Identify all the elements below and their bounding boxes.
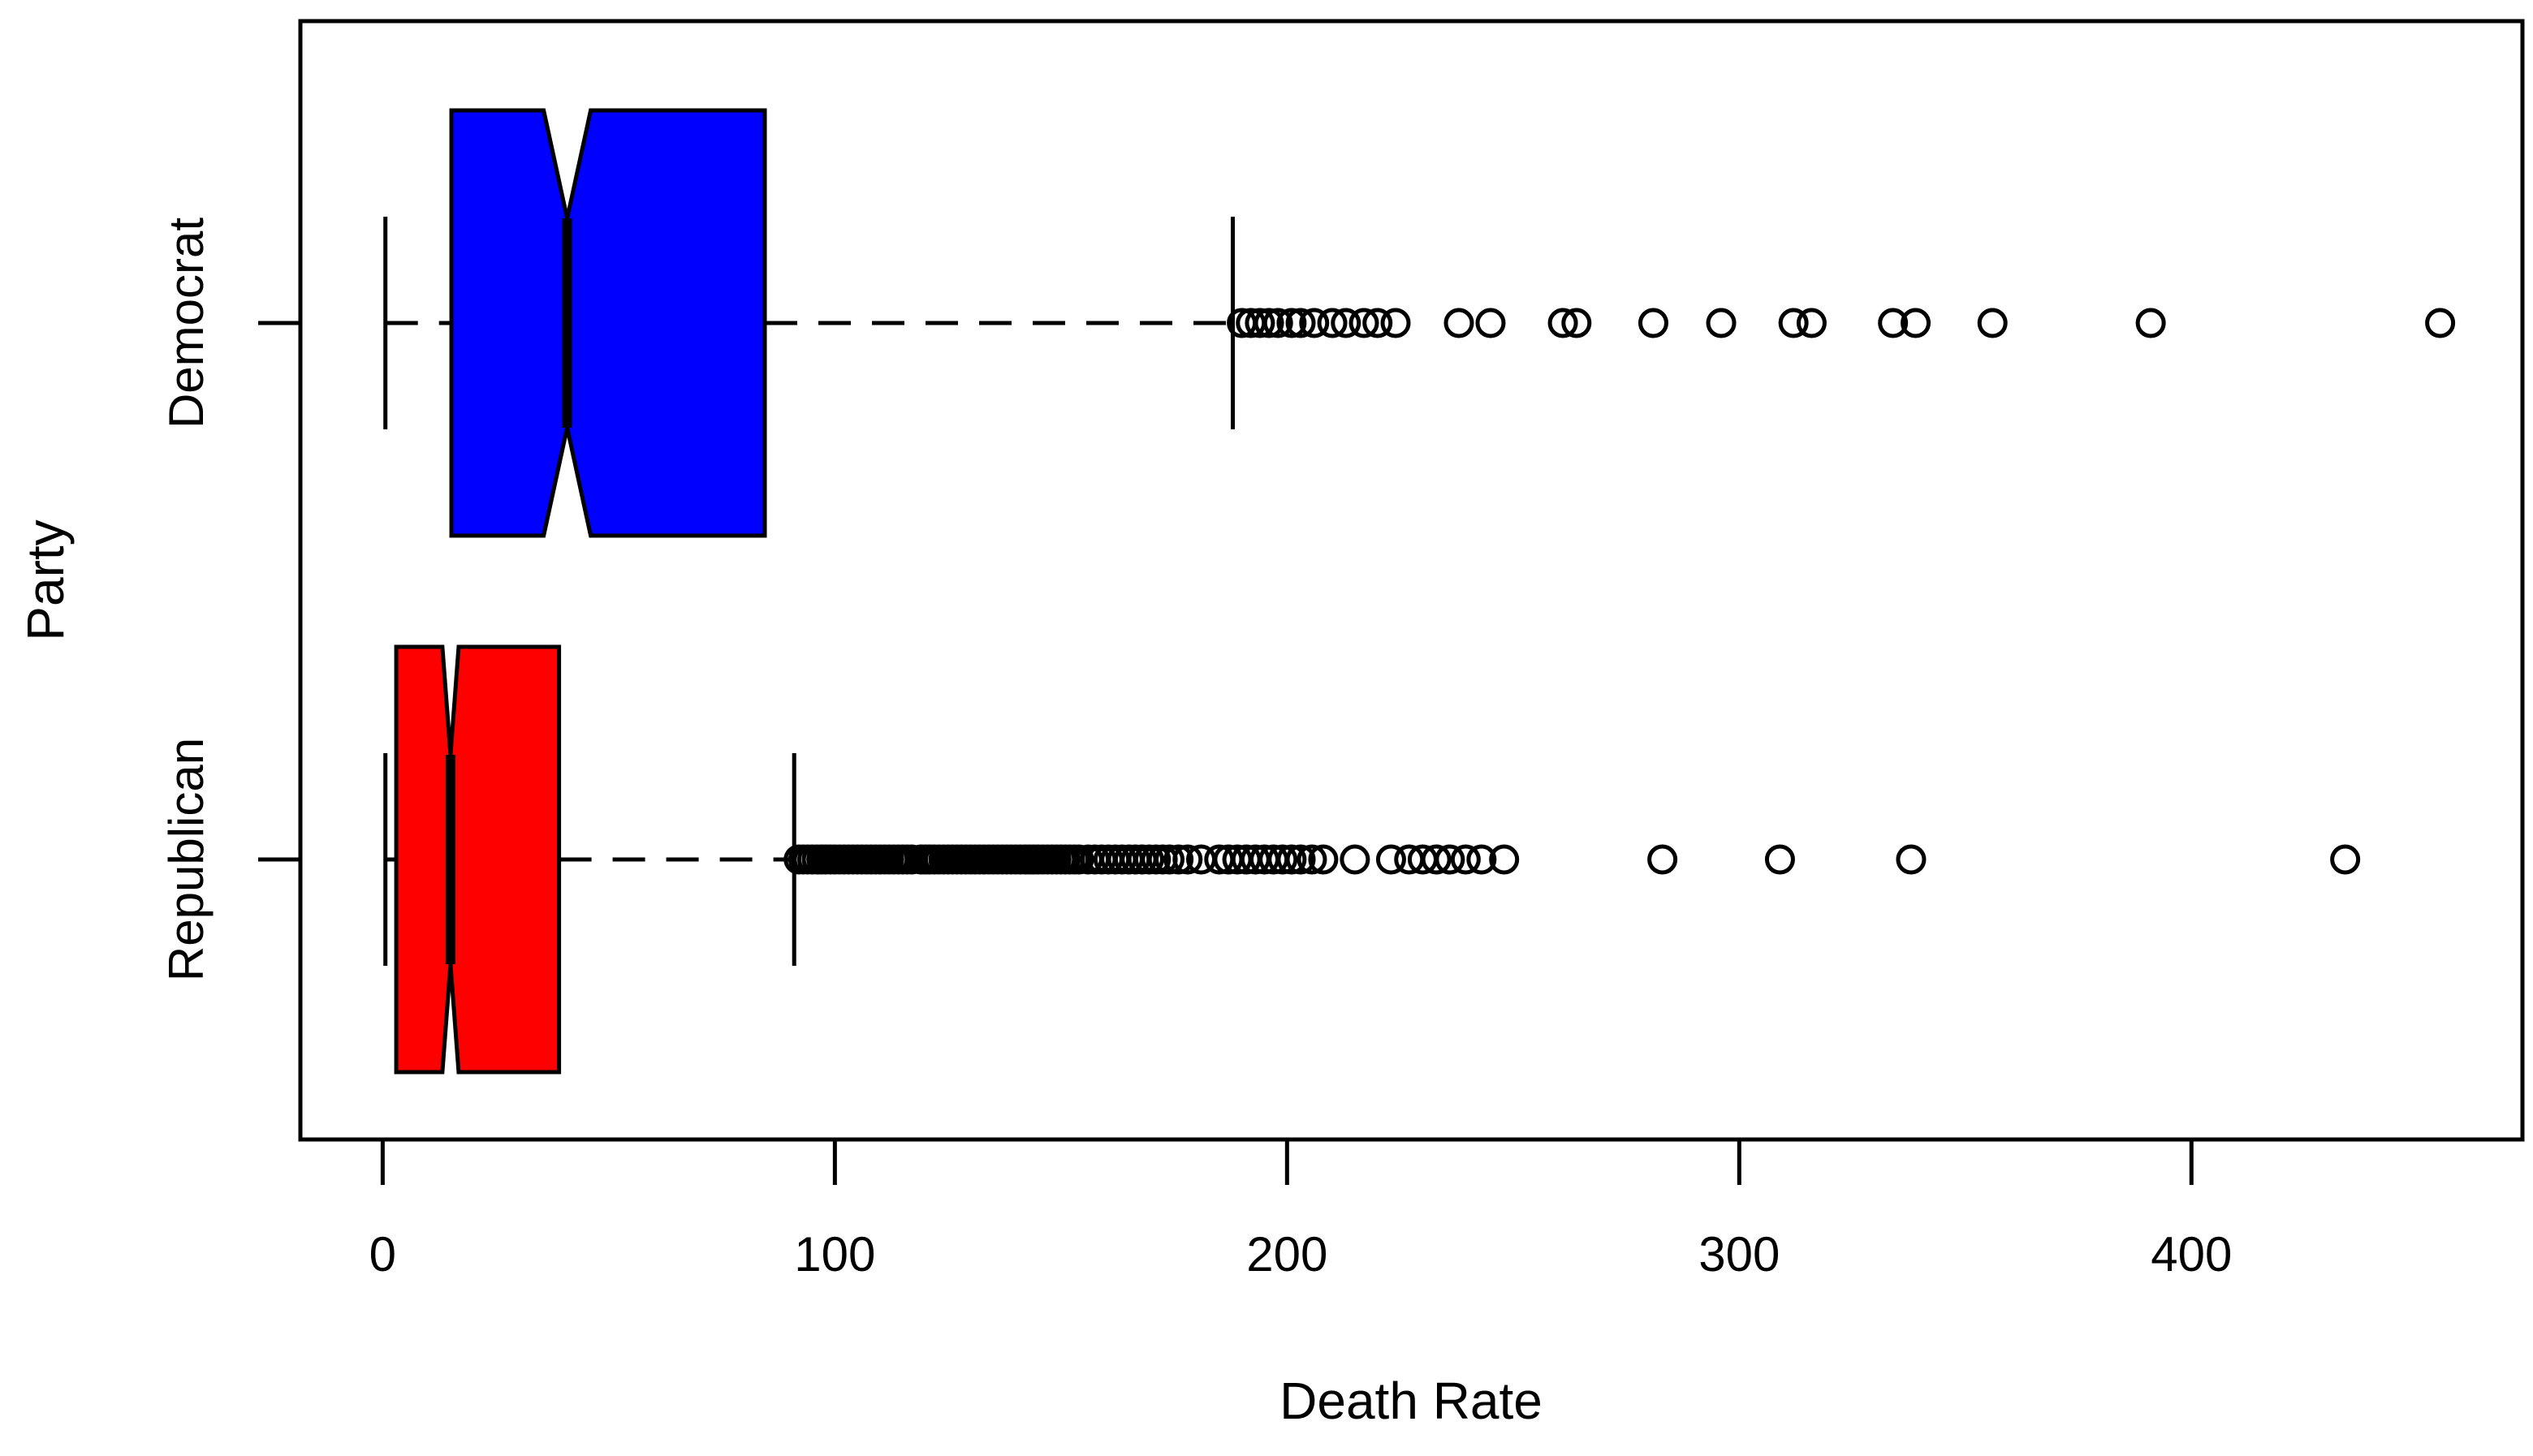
outlier-point [1297, 844, 1327, 875]
plot-border [298, 19, 2525, 1142]
outlier-point [1285, 844, 1316, 875]
republican-box [394, 644, 562, 1075]
y-axis-title: Party [16, 519, 75, 640]
outlier-point [1796, 308, 1827, 338]
outlier-point [1064, 844, 1094, 875]
outlier-point [1489, 844, 1520, 875]
outlier-point [1308, 844, 1339, 875]
outlier-point [1647, 844, 1678, 875]
outlier-point [1638, 308, 1668, 338]
outlier-point [1547, 308, 1578, 338]
outlier-point [1778, 308, 1809, 338]
outlier-point [1262, 308, 1293, 338]
outlier-point [1435, 844, 1465, 875]
outlier-point [1254, 308, 1284, 338]
x-tick-label: 400 [2151, 1227, 2232, 1282]
outlier-point [2135, 308, 2166, 338]
outlier-point [1443, 308, 1474, 338]
outlier-point [1317, 308, 1348, 338]
outlier-point [1421, 844, 1452, 875]
outlier-point [1362, 308, 1393, 338]
outlier-point [1977, 308, 2008, 338]
outlier-point [2425, 308, 2456, 338]
outlier-point [1245, 308, 1275, 338]
outlier-point [1299, 308, 1330, 338]
row-label-democrat: Democrat [159, 218, 214, 429]
outlier-point [1475, 308, 1506, 338]
x-tick-label: 100 [794, 1227, 875, 1282]
outlier-point [1706, 308, 1737, 338]
outlier-point [1561, 308, 1592, 338]
outlier-point [1764, 844, 1795, 875]
outlier-point [1878, 308, 1909, 338]
outlier-point [1340, 844, 1370, 875]
outlier-point [1276, 844, 1307, 875]
outlier-point [1450, 844, 1481, 875]
outlier-point [1466, 844, 1497, 875]
outlier-point [1901, 308, 1931, 338]
x-axis-title: Death Rate [1279, 1372, 1543, 1430]
row-label-republican: Republican [159, 738, 214, 981]
x-tick-label: 0 [369, 1227, 396, 1282]
outlier-point [1267, 844, 1298, 875]
x-tick-label: 300 [1698, 1227, 1780, 1282]
outlier-point [1896, 844, 1927, 875]
x-tick-label: 200 [1246, 1227, 1327, 1282]
outlier-point [1348, 308, 1379, 338]
outlier-point [1154, 844, 1185, 875]
outlier-point [1163, 844, 1194, 875]
outlier-point [1380, 308, 1411, 338]
outlier-point [1276, 308, 1307, 338]
outlier-point [1285, 308, 1316, 338]
outlier-point [1375, 844, 1406, 875]
outlier-point [1172, 844, 1203, 875]
outlier-point [2330, 844, 2361, 875]
outlier-point [1331, 308, 1361, 338]
democrat-box [449, 108, 767, 538]
